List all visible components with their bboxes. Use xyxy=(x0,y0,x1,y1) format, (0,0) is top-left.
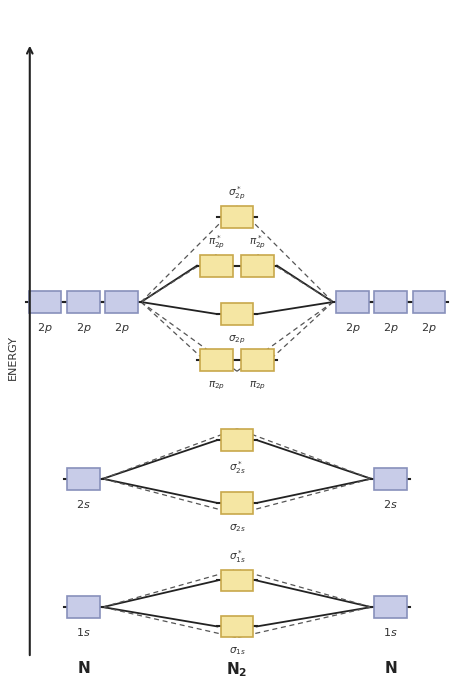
Text: $\pi_{2p}$: $\pi_{2p}$ xyxy=(249,379,266,391)
FancyBboxPatch shape xyxy=(374,291,407,313)
Text: ENERGY: ENERGY xyxy=(8,335,18,380)
FancyBboxPatch shape xyxy=(374,596,407,618)
FancyBboxPatch shape xyxy=(67,596,100,618)
Text: $\sigma_{2s}$: $\sigma_{2s}$ xyxy=(228,522,246,534)
Text: $\mathbf{N}$: $\mathbf{N}$ xyxy=(77,660,90,676)
FancyBboxPatch shape xyxy=(336,291,369,313)
Text: $\sigma_{1s}$: $\sigma_{1s}$ xyxy=(228,645,246,658)
Text: $2p$: $2p$ xyxy=(383,321,399,335)
FancyBboxPatch shape xyxy=(221,429,253,451)
Text: $\sigma^*_{2p}$: $\sigma^*_{2p}$ xyxy=(228,184,246,202)
Text: $2s$: $2s$ xyxy=(76,498,91,510)
Text: $\mathbf{N_2}$: $\mathbf{N_2}$ xyxy=(226,660,248,679)
Text: $1s$: $1s$ xyxy=(383,626,398,638)
Text: $\pi^*_{2p}$: $\pi^*_{2p}$ xyxy=(249,233,266,251)
FancyBboxPatch shape xyxy=(200,350,233,371)
FancyBboxPatch shape xyxy=(221,616,253,637)
FancyBboxPatch shape xyxy=(374,468,407,490)
FancyBboxPatch shape xyxy=(29,291,62,313)
FancyBboxPatch shape xyxy=(241,350,274,371)
FancyBboxPatch shape xyxy=(412,291,445,313)
FancyBboxPatch shape xyxy=(221,206,253,228)
Text: $\sigma^*_{2s}$: $\sigma^*_{2s}$ xyxy=(228,459,246,476)
Text: $\pi_{2p}$: $\pi_{2p}$ xyxy=(208,379,225,391)
FancyBboxPatch shape xyxy=(67,291,100,313)
FancyBboxPatch shape xyxy=(221,303,253,325)
FancyBboxPatch shape xyxy=(221,492,253,514)
Text: $2p$: $2p$ xyxy=(75,321,91,335)
Text: $2p$: $2p$ xyxy=(37,321,53,335)
Text: $2s$: $2s$ xyxy=(383,498,398,510)
Text: $1s$: $1s$ xyxy=(76,626,91,638)
FancyBboxPatch shape xyxy=(200,255,233,277)
Text: $2p$: $2p$ xyxy=(114,321,129,335)
Text: $\sigma^*_{1s}$: $\sigma^*_{1s}$ xyxy=(228,548,246,565)
Text: $2p$: $2p$ xyxy=(421,321,437,335)
FancyBboxPatch shape xyxy=(67,468,100,490)
Text: $\sigma_{2p}$: $\sigma_{2p}$ xyxy=(228,333,246,345)
FancyBboxPatch shape xyxy=(105,291,138,313)
Text: $2p$: $2p$ xyxy=(345,321,360,335)
FancyBboxPatch shape xyxy=(221,570,253,592)
Text: $\pi^*_{2p}$: $\pi^*_{2p}$ xyxy=(208,233,225,251)
Text: $\mathbf{N}$: $\mathbf{N}$ xyxy=(384,660,397,676)
FancyBboxPatch shape xyxy=(241,255,274,277)
